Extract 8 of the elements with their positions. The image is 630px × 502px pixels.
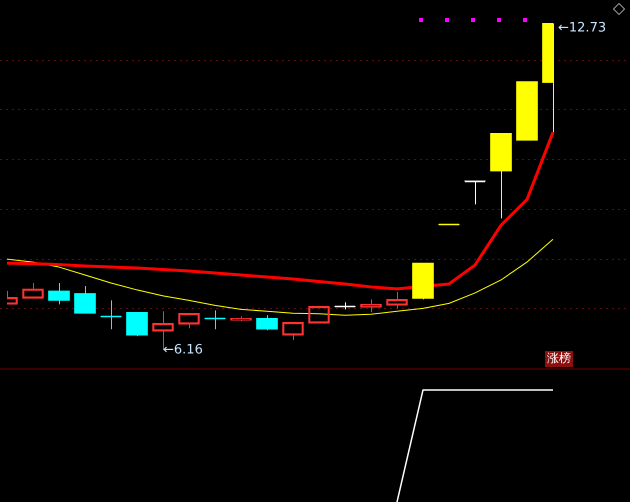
candlestick xyxy=(360,298,382,313)
candlestick xyxy=(48,282,70,305)
candlestick xyxy=(74,285,96,314)
candlestick xyxy=(126,312,148,337)
annotation: 涨榜 xyxy=(547,351,571,366)
candlestick xyxy=(256,314,278,331)
annotation: ←6.16 xyxy=(163,342,203,358)
annotation: ←12.73 xyxy=(558,20,606,36)
